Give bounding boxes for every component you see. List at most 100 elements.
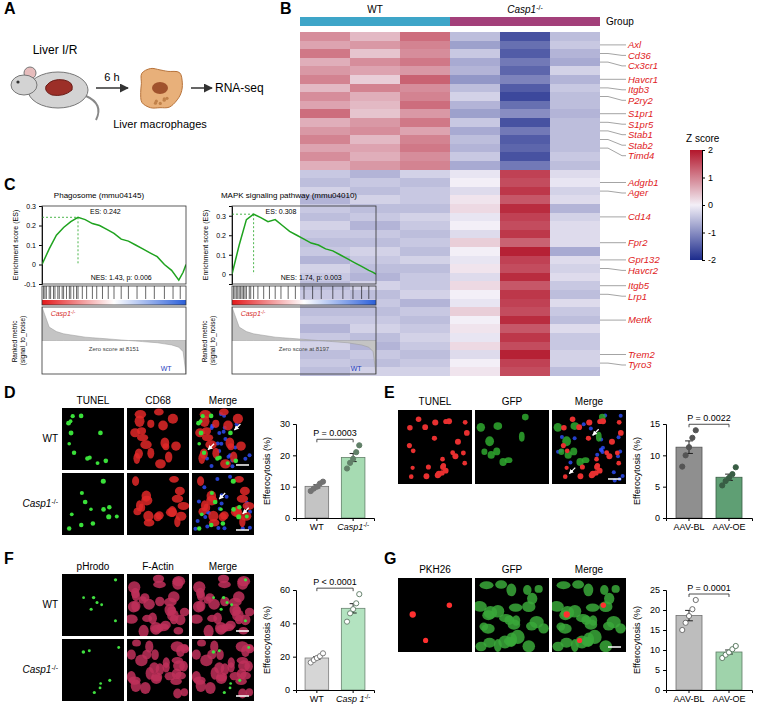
tick-mark (39, 265, 42, 266)
cell (350, 144, 400, 153)
cell (135, 655, 147, 667)
leader-line (600, 131, 626, 135)
cell (500, 230, 550, 239)
micrograph (62, 473, 124, 535)
tick: 5 (655, 482, 666, 492)
signal (88, 456, 92, 460)
superscript: -/- (71, 310, 76, 315)
cell (151, 672, 162, 681)
tick-mark (293, 455, 296, 456)
cell (482, 610, 494, 620)
signal (108, 679, 111, 682)
cell (500, 170, 550, 179)
cell (132, 476, 139, 486)
cell (226, 621, 236, 630)
cell (500, 152, 550, 161)
cell (400, 101, 450, 110)
signal (570, 416, 576, 422)
peak-guide (42, 217, 78, 218)
cell (550, 195, 600, 204)
cell (550, 144, 600, 153)
cell (500, 342, 550, 351)
cell (550, 161, 600, 170)
cell (450, 66, 500, 75)
nucleus (248, 453, 252, 457)
channel-label: TUNEL (77, 395, 110, 406)
marks (42, 217, 186, 280)
cell (174, 516, 180, 527)
cell (350, 127, 400, 136)
nucleus (197, 500, 201, 504)
tick-label: 0.2 (26, 222, 36, 229)
nucleus (619, 414, 623, 418)
micrograph-panel: PKH26GFPMerge (398, 564, 626, 652)
tick-label: -2 (708, 255, 716, 265)
micrograph (62, 639, 124, 701)
nucleus (568, 461, 572, 465)
text-part: Casp1 (337, 522, 363, 532)
cell (208, 511, 218, 522)
tick-mark (229, 274, 232, 275)
signal (223, 691, 226, 694)
cell (450, 350, 500, 359)
marks (305, 592, 365, 690)
metric-area (232, 307, 376, 374)
axis-title: Ranked metric (signal_to_noise) (11, 316, 26, 366)
hit (173, 286, 174, 299)
cell (450, 281, 500, 290)
colorbar (690, 150, 702, 260)
tick-mark (702, 260, 705, 261)
cell (350, 290, 400, 299)
tick: 0.1 (216, 251, 232, 258)
cell (500, 359, 550, 368)
cell (300, 144, 350, 153)
signal (455, 439, 461, 445)
cell (127, 650, 136, 660)
cell (300, 75, 350, 84)
rank-gradient (42, 300, 186, 305)
cell (220, 459, 231, 468)
nucleus (617, 435, 621, 439)
annotation: Zero score at 8151 (89, 346, 140, 352)
hits (43, 286, 180, 299)
hit (243, 286, 244, 299)
axis: 210-1-2 (702, 145, 716, 265)
tick: 0.2 (26, 222, 42, 229)
cell (500, 238, 550, 247)
nucleus (216, 526, 220, 530)
chart-title: Phagosome (mmu04145) (54, 191, 145, 200)
cell (450, 273, 500, 282)
cell (550, 41, 600, 50)
gene-label: Cd14 (628, 211, 651, 222)
hit (250, 286, 251, 299)
nucleus (222, 430, 226, 434)
nucleus (621, 474, 625, 478)
cell (522, 601, 535, 612)
pointer-arrow (234, 424, 240, 430)
hit (280, 286, 281, 299)
cell (220, 511, 229, 519)
cell (350, 230, 400, 239)
nucleus (222, 526, 226, 530)
cell (350, 238, 400, 247)
cell (175, 487, 185, 496)
tick-label: 0 (708, 200, 713, 210)
peak-guide (78, 217, 79, 264)
cell (400, 213, 450, 222)
scale-bar (236, 695, 249, 697)
tick-mark (316, 690, 317, 693)
tick-label: 2 (708, 145, 713, 155)
tick-mark (293, 657, 296, 658)
cell (477, 423, 485, 432)
tick-mark (663, 487, 666, 488)
signal (407, 425, 413, 431)
cell (213, 613, 222, 625)
panel-label: E (384, 384, 395, 401)
cell (228, 657, 235, 668)
tick: 10 (650, 451, 666, 461)
bar-chart: 0204060WTCasp 1-/-Efferocytosis (%)P < 0… (262, 577, 375, 704)
cell (300, 213, 350, 222)
leader-line (600, 269, 626, 271)
signal (245, 515, 249, 519)
axis: 0510152025 (650, 585, 667, 695)
